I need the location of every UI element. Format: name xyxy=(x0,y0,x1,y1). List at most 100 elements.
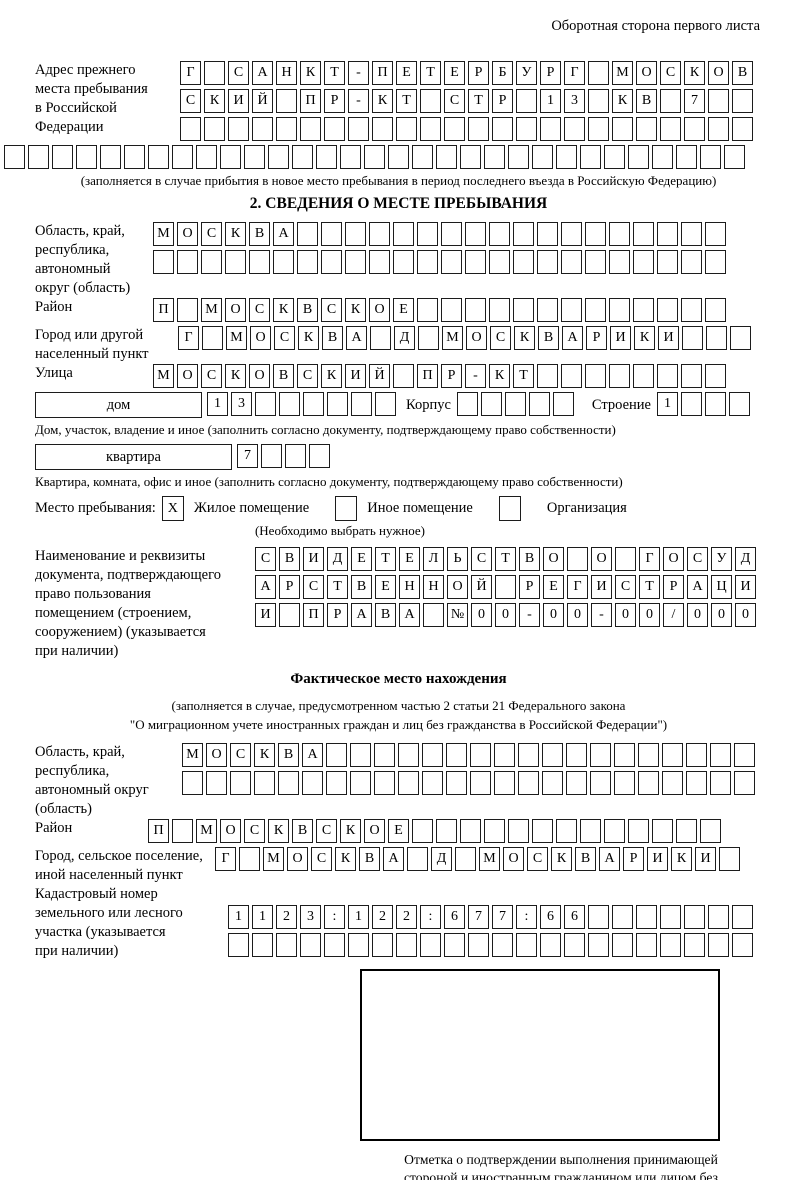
char-cell xyxy=(204,117,225,141)
char-cell xyxy=(513,222,534,246)
char-cell xyxy=(504,392,526,416)
char-cell xyxy=(676,819,697,843)
char-cell xyxy=(324,933,345,957)
char-cell: 6 xyxy=(540,905,561,929)
char-cell xyxy=(489,298,510,322)
char-cell: А xyxy=(383,847,404,871)
char-cell: О xyxy=(708,61,729,85)
stay-type-label: Место пребывания: xyxy=(35,500,156,516)
char-cell: И xyxy=(303,547,324,571)
korpus-label: Корпус xyxy=(406,397,451,413)
char-cell: П xyxy=(148,819,169,843)
char-cell xyxy=(297,250,318,274)
char-cell: Й xyxy=(369,364,390,388)
char-cell xyxy=(423,603,444,627)
char-cell: Р xyxy=(492,89,513,113)
char-cell xyxy=(407,847,428,871)
char-cell xyxy=(417,250,438,274)
char-cell: 3 xyxy=(231,392,252,416)
char-cell: О xyxy=(636,61,657,85)
char-cell xyxy=(681,364,702,388)
char-cell: Е xyxy=(388,819,409,843)
char-cell xyxy=(660,905,681,929)
char-cell: О xyxy=(447,575,468,599)
char-cell: В xyxy=(519,547,540,571)
char-cell: С xyxy=(201,364,222,388)
char-cell xyxy=(456,392,478,416)
char-cell: 2 xyxy=(276,905,297,929)
char-cell xyxy=(660,89,681,113)
char-cell xyxy=(588,89,609,113)
char-cell: О xyxy=(177,364,198,388)
char-cell xyxy=(273,250,294,274)
char-cell xyxy=(398,743,419,767)
char-cell: К xyxy=(225,364,246,388)
char-cell xyxy=(540,117,561,141)
char-cell: 1 xyxy=(540,89,561,113)
char-cell: 1 xyxy=(656,392,678,416)
char-cell xyxy=(612,905,633,929)
char-cell xyxy=(681,222,702,246)
char-cell: А xyxy=(562,326,583,350)
char-cell xyxy=(441,250,462,274)
char-cell xyxy=(633,250,654,274)
char-cell: И xyxy=(658,326,679,350)
section2-title: 2. СВЕДЕНИЯ О МЕСТЕ ПРЕБЫВАНИЯ xyxy=(249,195,548,212)
korpus-row xyxy=(456,392,574,416)
char-cell xyxy=(276,933,297,957)
char-cell: А xyxy=(255,575,276,599)
char-cell: К xyxy=(268,819,289,843)
char-cell xyxy=(528,392,550,416)
char-cell: С xyxy=(274,326,295,350)
char-cell xyxy=(321,222,342,246)
char-cell: М xyxy=(226,326,247,350)
char-cell: О xyxy=(364,819,385,843)
char-cell xyxy=(228,933,249,957)
char-cell xyxy=(609,250,630,274)
char-cell: О xyxy=(287,847,308,871)
char-cell xyxy=(244,145,265,169)
char-cell: - xyxy=(465,364,486,388)
char-cell xyxy=(516,89,537,113)
char-cell: С xyxy=(230,743,251,767)
char-cell xyxy=(393,250,414,274)
char-cell xyxy=(279,603,300,627)
char-cell xyxy=(468,933,489,957)
char-cell: В xyxy=(279,547,300,571)
char-cell xyxy=(585,298,606,322)
region-row-2 xyxy=(153,250,726,274)
char-cell: И xyxy=(255,603,276,627)
char-cell xyxy=(326,771,347,795)
actual-location-note: (заполняется в случае, предусмотренном ч… xyxy=(129,698,668,732)
char-cell xyxy=(300,117,321,141)
option-organization-label: Организация xyxy=(546,500,627,516)
char-cell xyxy=(518,743,539,767)
char-cell xyxy=(516,117,537,141)
char-cell xyxy=(182,771,203,795)
char-cell: 1 xyxy=(207,392,228,416)
char-cell: К xyxy=(254,743,275,767)
char-cell xyxy=(348,117,369,141)
char-cell: 0 xyxy=(471,603,492,627)
char-cell: А xyxy=(399,603,420,627)
char-cell xyxy=(734,771,755,795)
char-cell xyxy=(324,117,345,141)
char-cell: 7 xyxy=(684,89,705,113)
char-cell: 0 xyxy=(735,603,756,627)
char-cell: К xyxy=(551,847,572,871)
char-cell xyxy=(561,364,582,388)
char-cell: Т xyxy=(327,575,348,599)
char-cell xyxy=(636,933,657,957)
char-cell: К xyxy=(684,61,705,85)
stroenie-label: Строение xyxy=(591,397,651,413)
char-cell xyxy=(676,145,697,169)
char-cell xyxy=(297,222,318,246)
char-cell: П xyxy=(417,364,438,388)
stroenie-row: 1 xyxy=(656,392,750,416)
char-cell: Т xyxy=(396,89,417,113)
char-cell xyxy=(542,743,563,767)
